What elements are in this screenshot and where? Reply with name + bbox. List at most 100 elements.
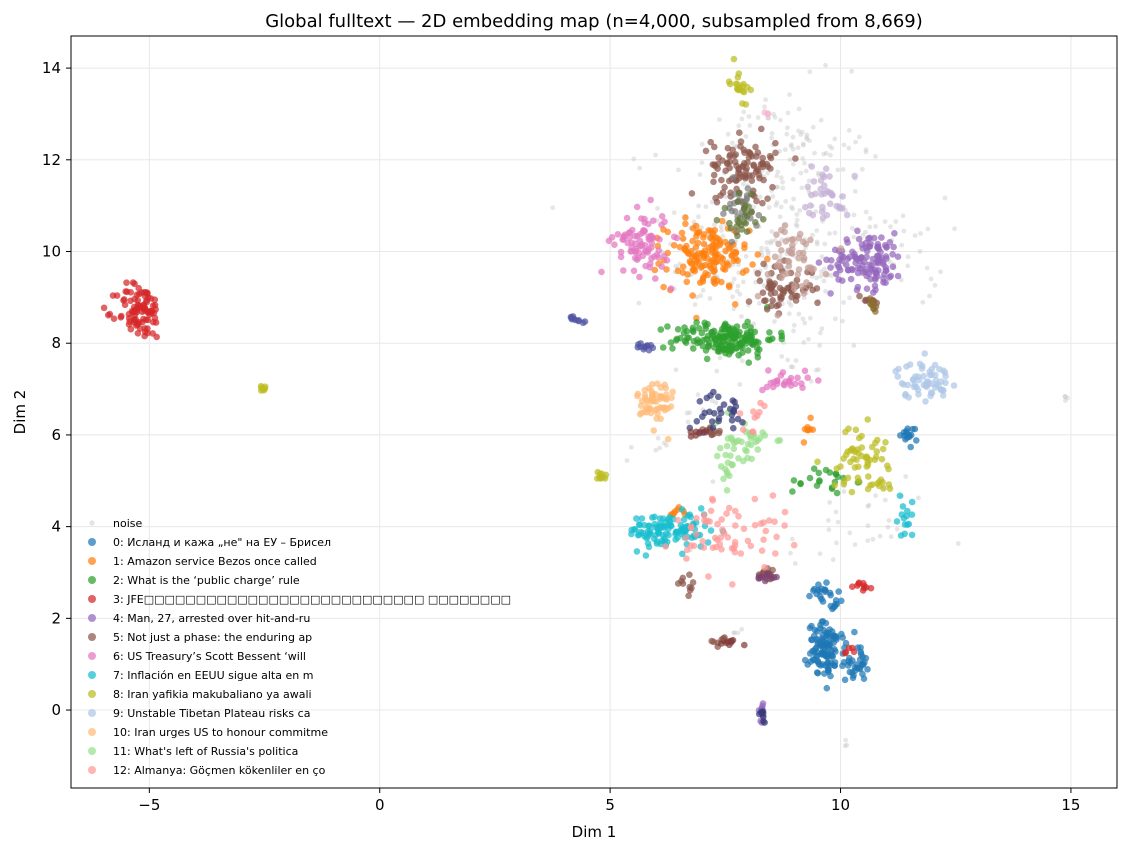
- scatter-point: [803, 168, 809, 174]
- scatter-point: [807, 69, 813, 75]
- scatter-point: [788, 302, 794, 308]
- scatter-point: [741, 641, 748, 649]
- scatter-point: [804, 264, 812, 272]
- scatter-point: [786, 311, 792, 317]
- scatter-point: [751, 495, 759, 503]
- scatter-point: [744, 185, 752, 192]
- scatter-point: [798, 283, 806, 290]
- scatter-point: [789, 142, 794, 148]
- scatter-point: [786, 300, 792, 305]
- scatter-point: [875, 245, 883, 253]
- x-tick-label: 0: [375, 796, 385, 814]
- scatter-point: [752, 219, 759, 226]
- scatter-point: [851, 212, 857, 218]
- scatter-point: [878, 234, 885, 241]
- scatter-point: [698, 293, 704, 299]
- scatter-point: [710, 388, 717, 396]
- scatter-point: [657, 415, 664, 423]
- scatter-point: [753, 344, 761, 352]
- scatter-point: [844, 239, 851, 246]
- scatter-point: [818, 585, 825, 593]
- scatter-point: [886, 485, 894, 493]
- scatter-point: [729, 174, 737, 181]
- scatter-point: [730, 545, 738, 552]
- scatter-point: [858, 432, 865, 440]
- scatter-point: [688, 190, 696, 197]
- scatter-point: [677, 521, 685, 529]
- scatter-point: [792, 155, 799, 162]
- scatter-point: [700, 231, 708, 238]
- scatter-point: [740, 525, 748, 533]
- scatter-point: [699, 538, 706, 545]
- scatter-point: [773, 302, 781, 310]
- scatter-point: [775, 169, 781, 175]
- series-18: [567, 313, 657, 354]
- scatter-point: [952, 226, 957, 232]
- scatter-point: [740, 358, 745, 364]
- scatter-point: [708, 418, 716, 425]
- legend-label: 7: Inflación en EEUU sigue alta en m: [113, 669, 313, 682]
- scatter-point: [810, 465, 818, 473]
- scatter-point: [760, 216, 767, 223]
- scatter-point: [844, 266, 852, 274]
- legend-marker: [89, 520, 95, 526]
- scatter-point: [731, 276, 737, 282]
- scatter-point: [778, 332, 786, 340]
- scatter-point: [748, 333, 756, 340]
- scatter-point: [806, 624, 814, 632]
- scatter-point: [657, 326, 665, 333]
- scatter-point: [692, 302, 698, 307]
- scatter-point: [739, 426, 747, 434]
- scatter-point: [737, 221, 745, 229]
- scatter-point: [652, 275, 659, 282]
- scatter-point: [818, 274, 824, 279]
- scatter-point: [804, 374, 811, 382]
- scatter-point: [814, 241, 820, 247]
- scatter-point: [745, 359, 753, 367]
- scatter-point: [778, 204, 784, 210]
- scatter-point: [749, 261, 756, 268]
- x-tick-label: −5: [138, 796, 160, 814]
- scatter-point: [721, 530, 728, 537]
- scatter-point: [843, 737, 848, 743]
- scatter-point: [736, 328, 743, 336]
- scatter-point: [826, 469, 834, 476]
- scatter-point: [819, 269, 824, 275]
- scatter-point: [751, 204, 756, 210]
- scatter-point: [737, 291, 743, 297]
- scatter-point: [813, 652, 820, 659]
- scatter-point: [863, 253, 870, 261]
- scatter-point: [774, 312, 781, 319]
- scatter-point: [608, 234, 616, 241]
- scatter-point: [664, 442, 669, 448]
- scatter-point: [898, 277, 904, 283]
- scatter-point: [744, 159, 751, 166]
- scatter-point: [794, 374, 801, 382]
- scatter-point: [694, 239, 702, 247]
- y-tick-label: 0: [51, 701, 61, 719]
- scatter-point: [754, 270, 762, 277]
- scatter-point: [833, 489, 841, 497]
- scatter-point: [656, 236, 663, 243]
- scatter-point: [127, 289, 134, 296]
- scatter-point: [667, 403, 675, 410]
- scatter-point: [844, 742, 850, 748]
- legend-marker: [88, 614, 96, 622]
- series-22: [687, 427, 748, 649]
- scatter-point: [755, 339, 762, 346]
- scatter-point: [879, 445, 887, 453]
- scatter-point: [769, 335, 776, 343]
- scatter-point: [696, 214, 701, 220]
- scatter-point: [814, 228, 820, 234]
- legend-label: 6: US Treasury’s Scott Bessent ‘will: [113, 650, 306, 663]
- scatter-point: [903, 434, 911, 441]
- scatter-point: [707, 138, 714, 146]
- legend-marker: [88, 671, 96, 679]
- scatter-point: [793, 222, 799, 227]
- scatter-point: [734, 217, 741, 224]
- scatter-point: [1065, 395, 1070, 401]
- scatter-point: [720, 401, 728, 408]
- scatter-point: [709, 199, 715, 205]
- scatter-point: [785, 357, 791, 363]
- scatter-point: [856, 292, 863, 300]
